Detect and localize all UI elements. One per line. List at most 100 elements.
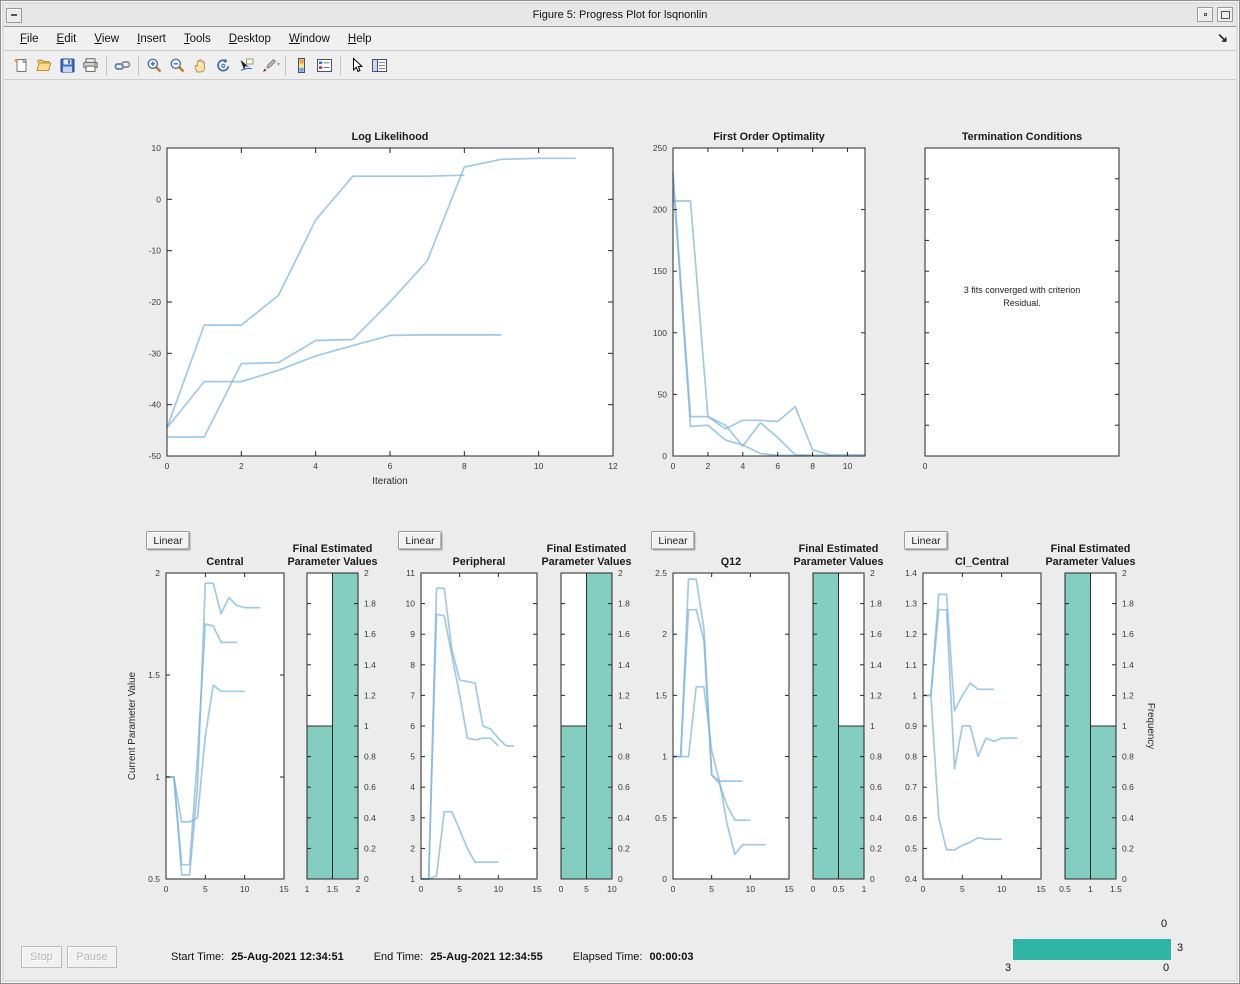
menu-tools[interactable]: Tools (183, 33, 211, 45)
y-tick-label: 150 (653, 266, 667, 276)
new-figure-button[interactable] (10, 55, 33, 77)
first-order-optimality-series-1 (672, 172, 865, 456)
y-tick-label: 0.8 (905, 752, 917, 762)
linear-scale-button-cl-central[interactable]: Linear (904, 531, 948, 550)
log-likelihood-xlabel: Iteration (372, 476, 407, 487)
y-tick-label: 8 (410, 660, 415, 670)
y-tick-label: 0 (662, 874, 667, 884)
linear-scale-button-peripheral[interactable]: Linear (398, 531, 442, 550)
cl-central-hist-bar-1 (1064, 572, 1091, 880)
menu-desktop[interactable]: Desktop (228, 33, 271, 45)
save-figure-button[interactable] (56, 55, 79, 77)
y-tick-label: 1 (1122, 721, 1127, 731)
brush-icon (259, 57, 281, 74)
first-order-optimality-series-2 (673, 200, 831, 457)
maximize-button[interactable] (1217, 7, 1233, 22)
x-tick-label: 10 (534, 461, 544, 471)
q12-hist-title: Parameter Values (793, 556, 883, 568)
x-tick-label: 0 (165, 461, 170, 471)
menu-window[interactable]: Window (288, 33, 330, 45)
link-plot-icon (114, 57, 131, 74)
x-tick-label: 10 (494, 884, 504, 894)
linear-scale-button-central[interactable]: Linear (146, 531, 190, 550)
x-tick-label: 10 (997, 884, 1007, 894)
print-figure-button[interactable] (79, 55, 102, 77)
dock-figure-icon[interactable]: ↘ (1217, 30, 1228, 45)
menu-file[interactable]: File (20, 33, 39, 45)
central-series-1 (166, 582, 261, 876)
y-tick-label: 0.6 (364, 782, 376, 792)
termination-conditions-plot-area: 0 3 fits converged with criterion Residual… (923, 131, 1120, 471)
peripheral-hist-title: Parameter Values (541, 556, 631, 568)
peripheral-chart: 0 5 10 15 1 2 3 4 5 6 7 8 9 10 11 Peripheral (373, 537, 577, 913)
y-tick-label: 0.8 (870, 752, 882, 762)
y-tick-label: 0.4 (870, 813, 882, 823)
q12-series-3 (673, 685, 766, 856)
pan-button[interactable] (189, 55, 212, 77)
y-tick-label: 1 (912, 690, 917, 700)
y-tick-label: 0.2 (1122, 843, 1134, 853)
zoom-out-button[interactable] (166, 55, 189, 77)
x-tick-label: 10 (607, 884, 617, 894)
y-tick-label: 1.1 (905, 660, 917, 670)
central-hist-bar-2 (332, 572, 359, 880)
link-plot-button[interactable] (111, 55, 134, 77)
rotate-3d-icon (215, 57, 232, 74)
y-tick-label: 1.4 (870, 660, 882, 670)
status-row: Start Time: 25-Aug-2021 12:34:51 End Tim… (171, 951, 724, 963)
y-tick-label: 1 (364, 721, 369, 731)
pause-button[interactable]: Pause (67, 946, 117, 968)
zoom-in-button[interactable] (143, 55, 166, 77)
y-tick-label: 100 (653, 328, 667, 338)
progress-left-label: 3 (1005, 962, 1012, 974)
y-tick-label: 1.8 (1122, 599, 1134, 609)
y-tick-label: 1 (155, 772, 160, 782)
x-tick-label: 2 (356, 884, 361, 894)
y-tick-label: 1 (410, 874, 415, 884)
edit-plot-icon (348, 57, 365, 74)
brush-button[interactable] (258, 55, 281, 77)
y-tick-label: 2 (870, 568, 875, 578)
window-menu-button[interactable] (6, 7, 22, 23)
minimize-icon (1203, 13, 1207, 16)
cl-central-hist-bar-2 (1090, 725, 1117, 880)
q12-series-2 (673, 608, 751, 822)
insert-legend-button[interactable] (313, 55, 336, 77)
cl-central-series-2 (923, 608, 1018, 770)
central-title: Central (206, 556, 243, 568)
y-tick-label: 0.6 (1122, 782, 1134, 792)
x-tick-label: 6 (775, 461, 780, 471)
y-tick-label: 0.8 (618, 752, 630, 762)
y-tick-label: 0.8 (1122, 752, 1134, 762)
termination-conditions-chart: 0 3 fits converged with criterion Residual… (877, 112, 1159, 490)
progress-top-label: 0 (1161, 918, 1168, 930)
open-file-button[interactable] (33, 55, 56, 77)
menu-help[interactable]: Help (347, 33, 372, 45)
menu-view[interactable]: View (94, 33, 120, 45)
minimize-button[interactable] (1197, 7, 1213, 22)
peripheral-series-3 (421, 810, 499, 880)
peripheral-hist-bar-1 (560, 725, 587, 880)
insert-colorbar-icon (293, 57, 310, 74)
menu-edit[interactable]: Edit (56, 33, 77, 45)
cl-central-hist-ylabel: Frequency (1145, 703, 1156, 749)
linear-scale-button-q12[interactable]: Linear (651, 531, 695, 550)
maximize-icon (1220, 10, 1230, 19)
cl-central-plot-area: 0 5 10 15 0.4 0.5 0.6 0.7 0.8 0.9 1 1.1 1.2 1.3 1.4 Cl_… (905, 556, 1046, 894)
x-tick-label: 5 (203, 884, 208, 894)
rotate-3d-button[interactable] (212, 55, 235, 77)
edit-plot-button[interactable] (345, 55, 368, 77)
central-hist-title: Parameter Values (287, 556, 377, 568)
menu-insert[interactable]: Insert (137, 33, 166, 45)
data-cursor-button[interactable] (235, 55, 258, 77)
property-editor-button[interactable] (368, 55, 391, 77)
y-tick-label: -50 (149, 451, 162, 461)
y-tick-label: 4 (410, 782, 415, 792)
insert-colorbar-button[interactable] (290, 55, 313, 77)
window-title: Figure 5: Progress Plot for lsqnonlin (532, 9, 708, 21)
y-tick-label: 0.4 (1122, 813, 1134, 823)
stop-button[interactable]: Stop (21, 946, 62, 968)
pan-icon (192, 57, 209, 74)
